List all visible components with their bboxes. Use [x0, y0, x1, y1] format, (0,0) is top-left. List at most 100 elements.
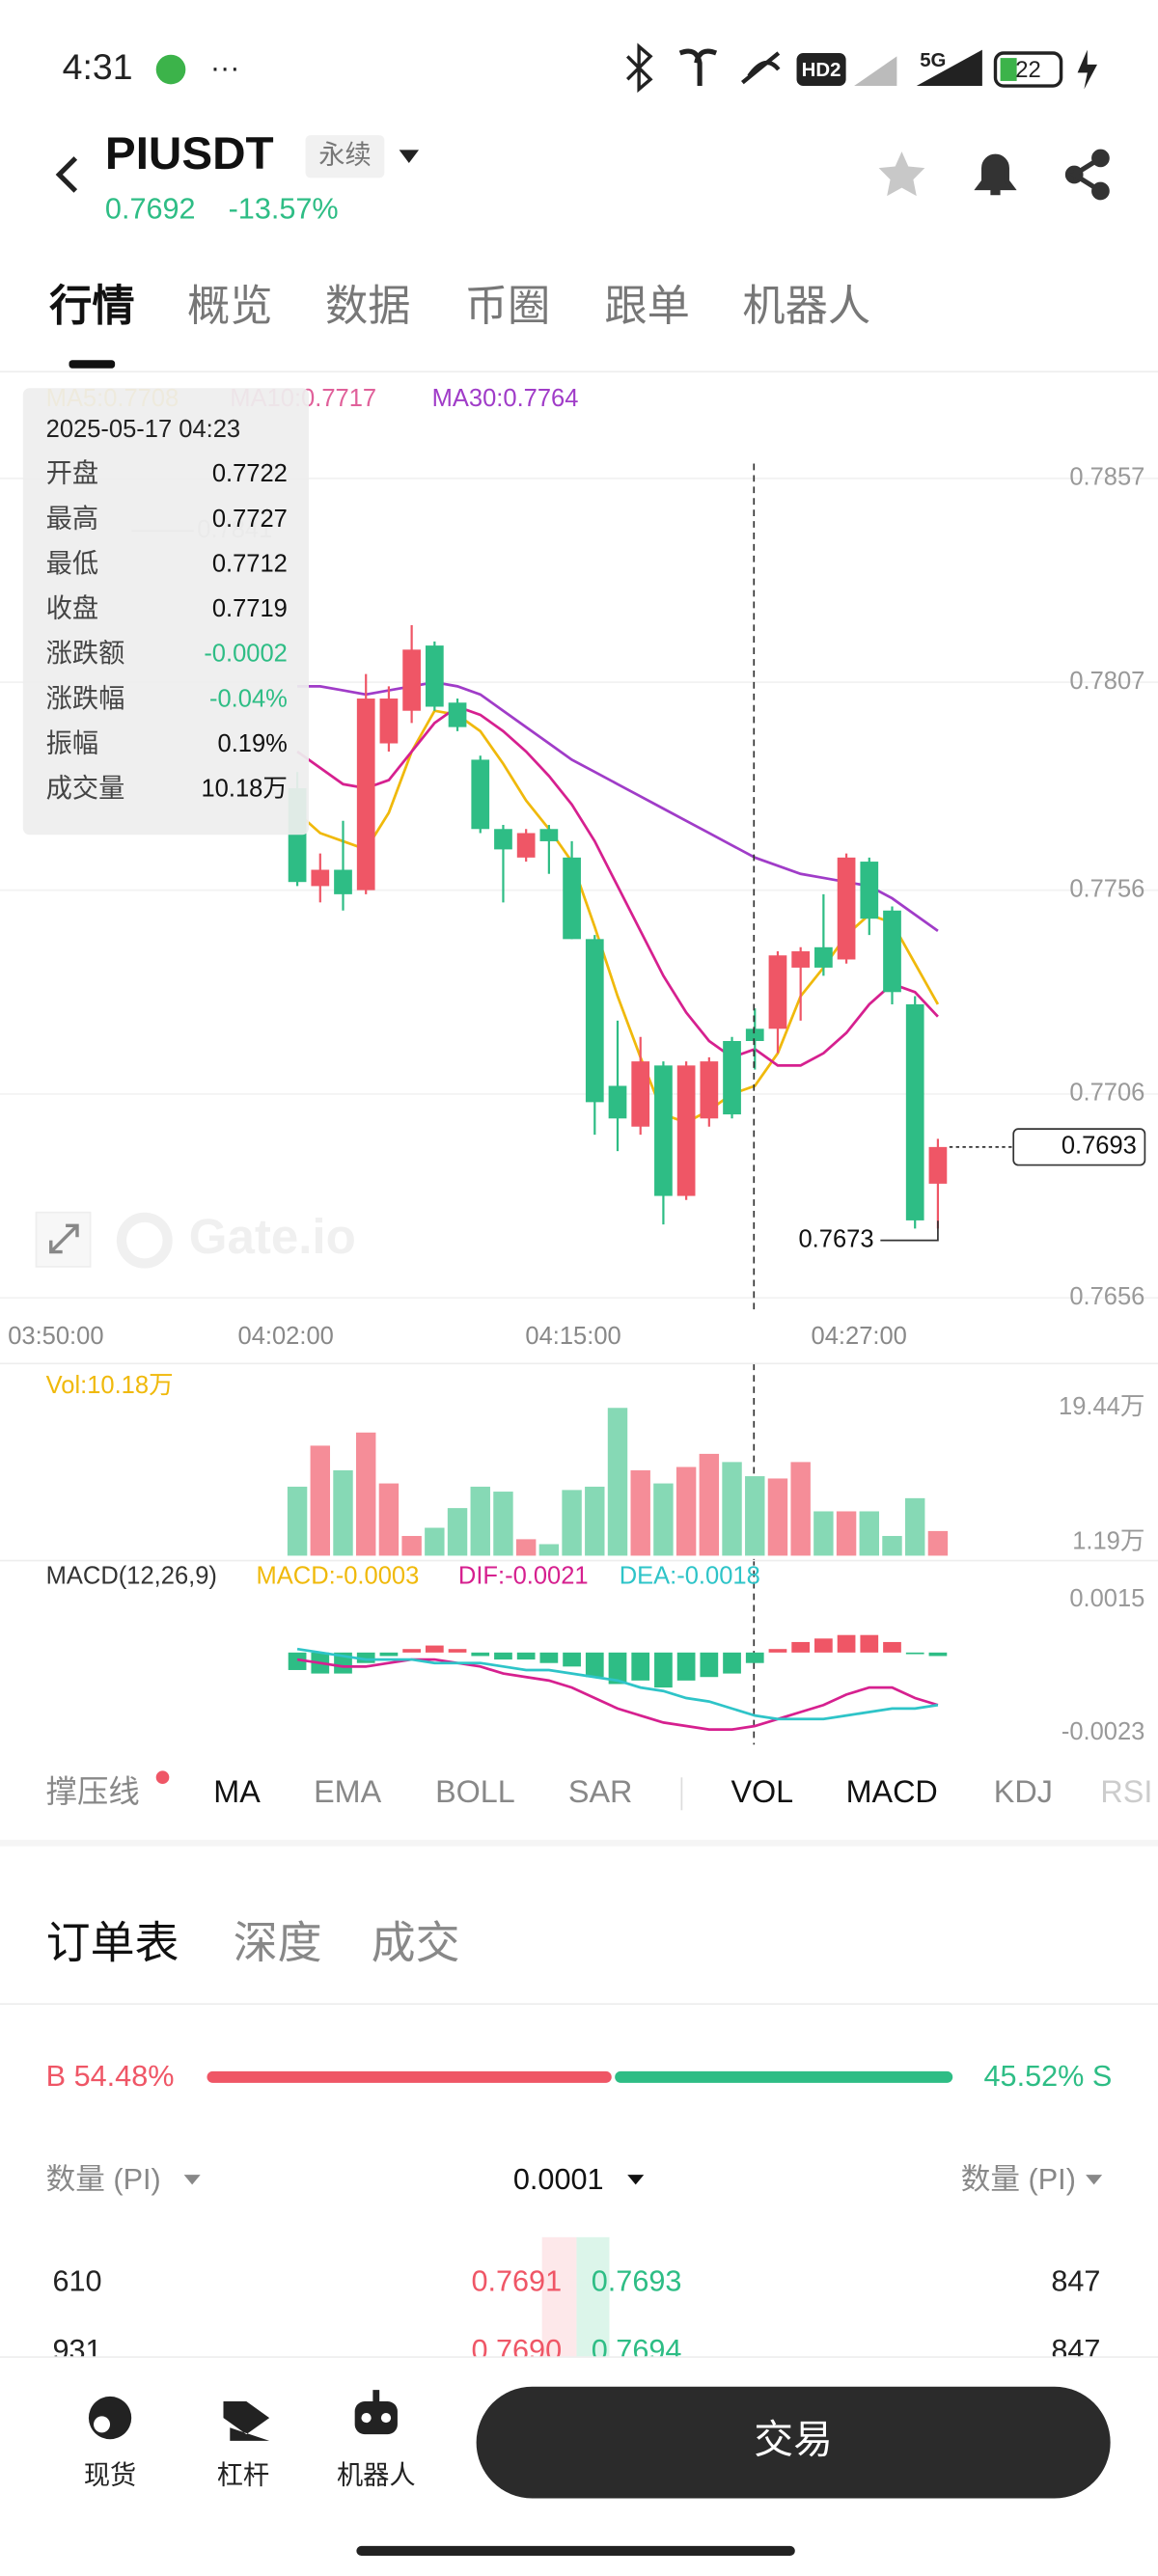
tooltip-value: 0.7727	[212, 506, 288, 533]
tooltip-time: 2025-05-17 04:23	[46, 416, 240, 443]
macd-bar	[539, 1652, 559, 1663]
trade-button-label[interactable]: 交易	[754, 2417, 833, 2461]
orderbook-tab[interactable]: 订单表	[46, 1918, 179, 1968]
tab[interactable]: 机器人	[742, 283, 870, 330]
bottom-nav: 现货 杠杆 机器人 交易	[0, 2356, 1158, 2576]
time-label: 03:50:00	[8, 1323, 103, 1350]
macd-bar	[745, 1652, 764, 1663]
time-label: 04:15:00	[525, 1323, 620, 1350]
indicator-tab[interactable]: RSI	[1100, 1774, 1152, 1809]
orderbook-header[interactable]: 0.0001	[513, 2163, 604, 2196]
macd-bar	[928, 1652, 948, 1657]
macd-bar	[356, 1652, 375, 1663]
volume-bar	[447, 1508, 468, 1556]
candle-body	[585, 939, 604, 1103]
tab[interactable]: 币圈	[465, 283, 551, 330]
tab[interactable]: 行情	[49, 283, 135, 330]
macd-tick-label: -0.0023	[1062, 1718, 1145, 1745]
volume-bar	[378, 1483, 400, 1556]
volume-bar	[904, 1497, 925, 1556]
last-price-label: 0.7693	[1062, 1133, 1137, 1160]
candle-body	[494, 829, 512, 850]
symbol[interactable]: PIUSDT	[105, 128, 274, 179]
alert-icon[interactable]	[974, 153, 1017, 196]
indicator-tab[interactable]: VOL	[731, 1774, 793, 1809]
header: PIUSDT 永续 0.7692 -13.57%	[55, 128, 1110, 225]
trade-button[interactable]	[476, 2386, 1111, 2499]
nav-bot[interactable]: 机器人	[337, 2460, 416, 2490]
sell-bar	[615, 2070, 953, 2083]
tooltip-key: 收盘	[46, 593, 98, 623]
volume-bar	[333, 1469, 353, 1556]
macd-bar	[425, 1645, 444, 1653]
ask-depth	[576, 2236, 610, 2358]
volume-bar	[927, 1530, 949, 1556]
symbol-dropdown[interactable]	[399, 150, 420, 164]
volume-bar	[355, 1432, 376, 1556]
sell-ratio: 45.52% S	[984, 2060, 1113, 2093]
volume-bar	[401, 1536, 422, 1556]
volume-bar	[515, 1539, 537, 1556]
kline-chart: 0.7857 0.7807 0.7756 0.7706 0.7656 Gate.io 0.7…	[0, 385, 1158, 1745]
indicator-tab[interactable]: 撑压线	[46, 1774, 140, 1809]
indicator-tab[interactable]: EMA	[314, 1774, 381, 1809]
last-price-box	[1012, 1128, 1146, 1166]
nav-spot[interactable]: 现货	[84, 2460, 136, 2490]
tab[interactable]: 概览	[187, 283, 273, 330]
dropdown-caret[interactable]	[183, 2175, 201, 2185]
low-label: 0.7673	[798, 1225, 873, 1252]
share-icon[interactable]	[1064, 149, 1110, 201]
tooltip-value: 10.18万	[201, 776, 287, 803]
volume-bar	[470, 1486, 490, 1556]
tab[interactable]: 跟单	[604, 283, 690, 330]
watermark-logo	[116, 1212, 173, 1269]
volume-bar	[562, 1490, 582, 1556]
nav-margin[interactable]: 杠杆	[217, 2460, 269, 2490]
volume-bar	[653, 1483, 674, 1556]
candle-body	[700, 1061, 719, 1119]
dropdown-caret[interactable]	[1086, 2175, 1103, 2185]
indicator-tab[interactable]: MA	[213, 1774, 261, 1809]
candle-body	[425, 645, 444, 707]
macd-bar	[723, 1652, 741, 1674]
price-tick-label: 0.7756	[1069, 875, 1144, 902]
orderbook-tab[interactable]: 深度	[234, 1918, 322, 1968]
macd-bar	[288, 1652, 307, 1670]
candle-body	[768, 955, 787, 1029]
macd-bar	[585, 1652, 604, 1678]
ask-amount: 847	[1051, 2265, 1100, 2298]
tooltip-value: 0.19%	[218, 730, 288, 757]
macd-bar	[700, 1652, 719, 1678]
orderbook-tab[interactable]: 成交	[372, 1918, 460, 1968]
dea-line	[296, 1647, 939, 1721]
macd-tick-label: 0.0015	[1069, 1585, 1144, 1612]
price-tick-label: 0.7656	[1069, 1283, 1144, 1310]
favorite-icon[interactable]	[878, 151, 925, 197]
indicator-tab[interactable]: SAR	[568, 1774, 632, 1809]
time-label: 04:27:00	[812, 1323, 907, 1350]
tooltip-value: 0.7712	[212, 550, 288, 577]
orderbook-header: 数量 (PI)	[46, 2163, 161, 2196]
macd-bar	[494, 1652, 512, 1660]
tab[interactable]: 数据	[325, 283, 411, 330]
indicator-tab[interactable]: BOLL	[435, 1774, 515, 1809]
candle-body	[631, 1061, 650, 1127]
volume-bar	[699, 1453, 720, 1556]
bid-price: 0.7691	[471, 2265, 562, 2298]
indicator-dot	[155, 1770, 170, 1785]
tooltip-value: 0.7719	[212, 595, 288, 622]
indicator-tab[interactable]: KDJ	[994, 1774, 1053, 1809]
dropdown-caret[interactable]	[627, 2175, 645, 2185]
bid-depth	[541, 2236, 577, 2358]
macd-legend: MACD:-0.0003	[257, 1562, 420, 1589]
candle-body	[563, 857, 581, 940]
candle-body	[654, 1065, 673, 1196]
price-tick-label: 0.7857	[1069, 464, 1144, 491]
network-label: 5G	[920, 50, 946, 71]
macd-bar	[905, 1652, 924, 1655]
candle-body	[356, 699, 375, 891]
back-button[interactable]	[55, 156, 78, 193]
svg-text:···: ···	[210, 51, 240, 84]
candle-body	[814, 946, 833, 968]
indicator-tab[interactable]: MACD	[846, 1774, 938, 1809]
